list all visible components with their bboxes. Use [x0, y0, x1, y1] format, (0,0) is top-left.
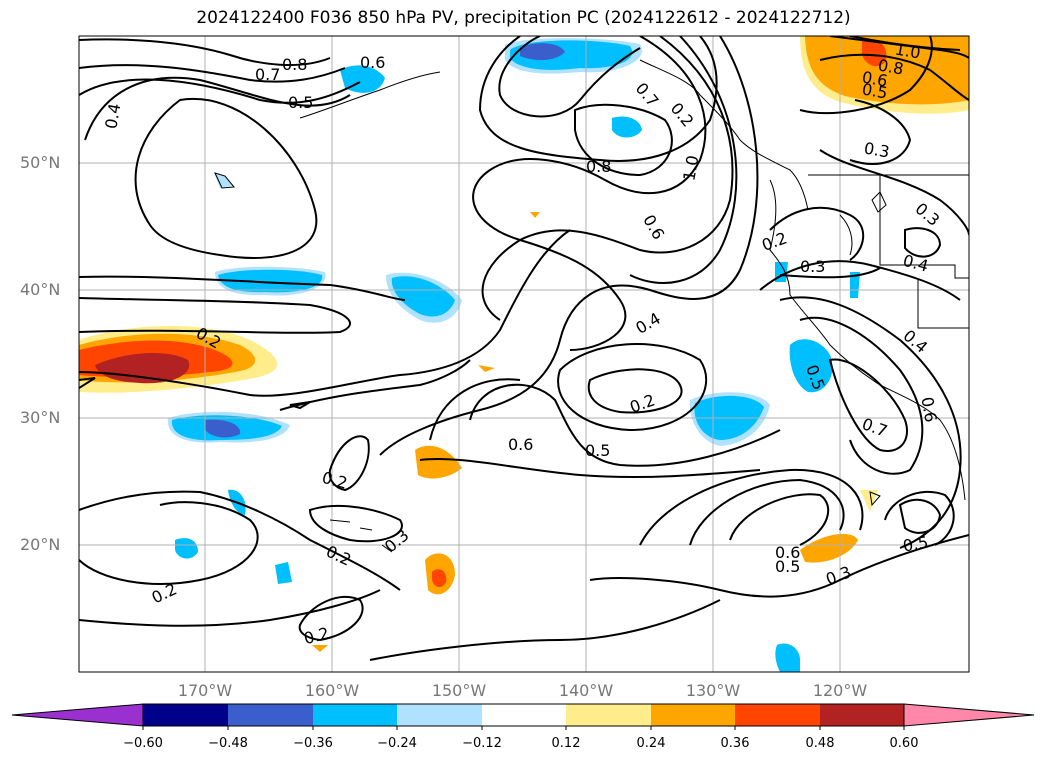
contour-label: 1.0: [894, 39, 922, 62]
contour-label: 1.0: [679, 154, 702, 182]
colorbar-extend-high: [903, 703, 1035, 727]
plot-frame: [78, 35, 970, 673]
contour-label: 0.5: [861, 79, 889, 102]
lon-label-150w: 150°W: [431, 681, 487, 700]
colorbar-segment: [228, 704, 313, 726]
colorbar: [11, 703, 1035, 730]
colorbar-tick-label: 0.36: [720, 736, 750, 751]
colorbar-tick-label: −0.48: [208, 736, 248, 751]
contour-label: 0.3: [800, 257, 825, 276]
gridlines: [79, 36, 969, 672]
contour-label: 0.6: [775, 543, 800, 562]
colorbar-segment: [566, 704, 651, 726]
contour-label: 0.8: [877, 55, 905, 78]
colorbar-segment: [313, 704, 397, 726]
contour-label: 0.4: [900, 326, 932, 357]
colorbar-tick-label: 0.24: [636, 736, 666, 751]
colorbar-segment: [143, 704, 228, 726]
colorbar-extend-low: [11, 703, 144, 727]
lon-label-170w: 170°W: [177, 681, 233, 700]
contour-label: 0.6: [508, 435, 533, 454]
contour-label: 0.5: [775, 557, 800, 576]
colorbar-tick-label: −0.60: [123, 736, 163, 751]
contour-label: 0.8: [282, 55, 307, 74]
contour-label: 0.3: [381, 525, 413, 556]
lon-label-160w: 160°W: [304, 681, 360, 700]
contour-label: 0.2: [323, 542, 354, 570]
contour-label: 0.4: [901, 251, 931, 276]
lat-label-20n: 20°N: [20, 535, 61, 554]
contour-label: 0.6: [917, 395, 940, 423]
colorbar-segment: [482, 704, 566, 726]
contour-label: 0.5: [288, 93, 313, 112]
contour-label: 0.4: [101, 102, 124, 130]
contour-label: 0.7: [255, 65, 280, 84]
colorbar-tick-label: −0.24: [377, 736, 417, 751]
lon-label-120w: 120°W: [812, 681, 868, 700]
colorbar-tick-label: 0.12: [551, 736, 581, 751]
colorbar-segment: [820, 704, 904, 726]
colorbar-tick-label: 0.48: [805, 736, 835, 751]
contour-label: 0.6: [861, 67, 889, 90]
colorbar-segment: [735, 704, 820, 726]
contour-label: 0.7: [632, 79, 663, 111]
contour-label: 0.5: [901, 532, 929, 555]
contour-label: 0.8: [586, 157, 611, 176]
contour-label: 0.6: [360, 53, 385, 72]
contour-label: 0.4: [632, 309, 664, 338]
colorbar-tick-label: −0.12: [462, 736, 502, 751]
colorbar-tick-label: 0.60: [889, 736, 919, 751]
contour-label: 0.2: [320, 468, 350, 493]
coastlines: [214, 59, 969, 553]
contour-label: 0.6: [639, 211, 668, 243]
map-title: 2024122400 F036 850 hPa PV, precipitatio…: [196, 8, 851, 28]
contour-label: 0.5: [585, 441, 610, 460]
contour-label: 0.2: [627, 390, 657, 417]
pv-contours: [79, 36, 969, 661]
colorbar-segment: [651, 704, 735, 726]
contour-label: 0.3: [823, 562, 853, 589]
colorbar-frame: [142, 703, 905, 727]
lat-label-50n: 50°N: [20, 153, 61, 172]
contour-label: 0.3: [863, 138, 891, 161]
lat-label-30n: 30°N: [20, 408, 61, 427]
lon-label-130w: 130°W: [685, 681, 741, 700]
contour-label: 0.2: [667, 99, 698, 131]
lat-label-40n: 40°N: [20, 280, 61, 299]
colorbar-segment: [397, 704, 482, 726]
contour-label: 0.2: [759, 228, 789, 255]
lon-label-140w: 140°W: [558, 681, 614, 700]
precip-shading: [79, 36, 969, 672]
contour-label: 0.2: [302, 623, 332, 648]
contour-label: 0.3: [912, 199, 944, 230]
colorbar-tick-label: −0.36: [293, 736, 333, 751]
